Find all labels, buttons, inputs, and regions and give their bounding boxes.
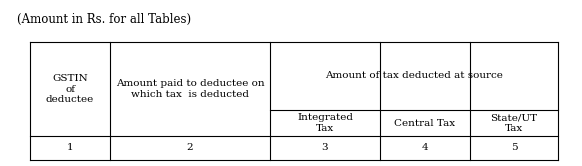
Text: 1: 1: [67, 143, 73, 153]
Text: Amount of tax deducted at source: Amount of tax deducted at source: [325, 72, 503, 81]
Text: Central Tax: Central Tax: [395, 119, 456, 127]
Text: State/UT
Tax: State/UT Tax: [491, 113, 538, 133]
Text: 4: 4: [422, 143, 428, 153]
Text: 3: 3: [322, 143, 328, 153]
Text: Amount paid to deductee on
which tax  is deducted: Amount paid to deductee on which tax is …: [116, 79, 264, 99]
Text: GSTIN
of
deductee: GSTIN of deductee: [46, 74, 94, 104]
Text: Integrated
Tax: Integrated Tax: [297, 113, 353, 133]
Text: 5: 5: [510, 143, 517, 153]
Text: 2: 2: [187, 143, 193, 153]
Text: (Amount in Rs. for all Tables): (Amount in Rs. for all Tables): [17, 13, 191, 26]
